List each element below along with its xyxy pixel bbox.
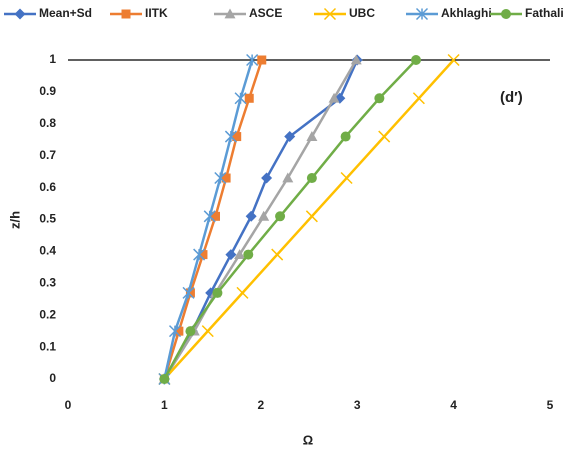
marker: [306, 173, 317, 184]
marker: [258, 210, 270, 221]
marker: [275, 211, 286, 222]
marker: [328, 92, 340, 103]
marker: [306, 131, 318, 141]
marker: [501, 9, 511, 19]
marker: [245, 210, 257, 222]
marker: [261, 172, 273, 184]
x-tick-label: 3: [354, 398, 361, 412]
marker: [234, 92, 247, 105]
marker: [14, 8, 26, 20]
marker: [121, 9, 131, 19]
marker: [340, 131, 351, 142]
y-tick-label: 0.4: [39, 244, 56, 258]
y-tick-label: 0.5: [39, 212, 56, 226]
marker: [236, 286, 249, 299]
marker: [185, 288, 195, 298]
marker: [374, 93, 385, 104]
series-line: [163, 59, 417, 380]
y-tick-label: 0.2: [39, 307, 56, 321]
marker: [201, 325, 214, 338]
marker: [232, 132, 242, 142]
y-tick-label: 0.6: [39, 180, 56, 194]
marker: [198, 250, 208, 260]
y-axis-title: z/h: [7, 211, 22, 229]
marker: [224, 8, 236, 19]
marker: [193, 248, 206, 261]
x-tick-label: 0: [65, 398, 72, 412]
marker: [323, 7, 337, 21]
marker: [214, 171, 227, 185]
y-tick-label: 0.7: [39, 148, 56, 162]
marker: [246, 53, 259, 67]
marker: [203, 210, 216, 223]
marker: [271, 248, 284, 261]
x-tick-label: 1: [161, 398, 168, 412]
y-tick-label: 0.9: [39, 84, 56, 98]
y-tick-label: 0.8: [39, 116, 56, 130]
marker: [415, 7, 429, 21]
x-axis-title: Ω: [303, 432, 313, 447]
marker: [412, 92, 425, 105]
marker: [447, 53, 460, 67]
marker: [257, 55, 267, 65]
marker: [168, 325, 182, 338]
marker: [212, 287, 223, 298]
marker: [225, 249, 237, 261]
legend-label: UBC: [349, 6, 375, 20]
marker: [284, 131, 296, 143]
marker: [159, 374, 170, 384]
legend-label: IITK: [145, 6, 168, 20]
marker: [282, 172, 294, 183]
marker: [350, 54, 362, 65]
legend-label: Mean+Sd: [39, 6, 92, 20]
marker: [224, 130, 237, 143]
x-tick-label: 5: [547, 398, 554, 412]
marker: [185, 326, 196, 337]
marker: [234, 249, 246, 259]
legend-label: Fathali: [525, 6, 564, 20]
annotation: (d′): [500, 89, 523, 106]
marker: [378, 130, 391, 143]
marker: [411, 55, 422, 65]
y-tick-label: 1: [49, 52, 56, 66]
y-tick-label: 0.3: [39, 275, 56, 289]
marker: [210, 211, 220, 221]
marker: [244, 93, 254, 103]
legend-label: Akhlaghi: [441, 6, 492, 20]
marker: [174, 326, 184, 336]
marker: [182, 286, 195, 299]
x-tick-label: 4: [450, 398, 457, 412]
marker: [243, 249, 254, 260]
x-tick-label: 2: [257, 398, 264, 412]
y-tick-label: 0.1: [39, 339, 56, 353]
marker: [305, 210, 318, 223]
marker: [340, 171, 353, 185]
legend-label: ASCE: [249, 6, 282, 20]
marker: [221, 173, 231, 183]
y-tick-label: 0: [49, 371, 56, 385]
